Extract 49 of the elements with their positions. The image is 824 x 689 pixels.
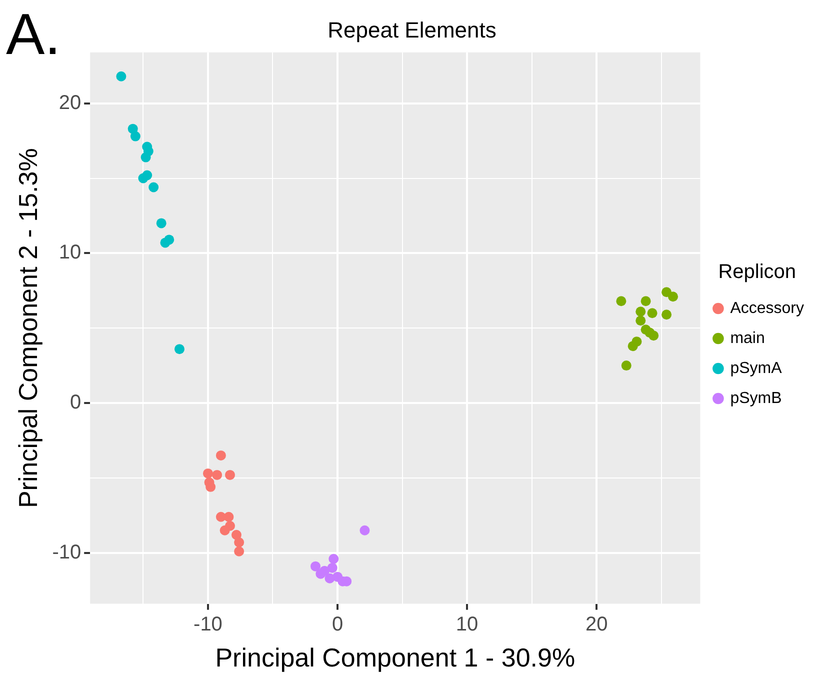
point bbox=[628, 341, 638, 352]
x-tick-label: -10 bbox=[194, 613, 222, 636]
y-axis-title: Principal Component 2 - 15.3% bbox=[12, 148, 43, 508]
point bbox=[130, 131, 140, 142]
legend-label: Accessory bbox=[730, 300, 804, 317]
y-tick-label: 0 bbox=[70, 392, 82, 414]
legend-label: main bbox=[730, 330, 765, 347]
x-tick-label: 10 bbox=[456, 613, 478, 636]
point bbox=[316, 568, 326, 579]
point bbox=[640, 296, 651, 306]
point bbox=[636, 316, 646, 326]
chart-title: Repeat Elements bbox=[328, 17, 496, 42]
point bbox=[148, 182, 159, 192]
point bbox=[216, 450, 226, 460]
y-tick-label: 10 bbox=[58, 242, 82, 264]
point bbox=[668, 292, 678, 302]
x-tick-label: 20 bbox=[585, 613, 608, 636]
x-tick-label: 0 bbox=[332, 613, 344, 636]
legend-label: pSymB bbox=[730, 390, 782, 407]
point bbox=[140, 152, 151, 162]
point bbox=[174, 344, 184, 354]
legend-title: Replicon bbox=[718, 261, 796, 284]
point bbox=[234, 546, 244, 556]
point bbox=[220, 525, 230, 536]
point bbox=[360, 525, 370, 536]
point bbox=[156, 218, 166, 228]
point bbox=[202, 468, 213, 478]
point bbox=[310, 561, 320, 572]
point bbox=[648, 330, 659, 341]
point bbox=[212, 470, 222, 480]
point bbox=[206, 482, 216, 492]
point bbox=[616, 296, 626, 306]
point bbox=[234, 537, 244, 548]
point bbox=[636, 306, 646, 317]
point bbox=[138, 173, 148, 184]
point bbox=[160, 238, 170, 248]
point bbox=[225, 470, 235, 480]
x-axis-title: Principal Component 1 - 30.9% bbox=[215, 642, 576, 673]
y-tick-label: -10 bbox=[52, 541, 82, 564]
point bbox=[662, 310, 672, 320]
point bbox=[116, 71, 126, 82]
y-tick-label: 20 bbox=[58, 92, 82, 114]
legend-label: pSymA bbox=[730, 360, 782, 377]
point bbox=[647, 308, 658, 318]
text: A. bbox=[6, 2, 61, 69]
point bbox=[621, 360, 632, 371]
point bbox=[327, 562, 338, 573]
point bbox=[328, 554, 339, 564]
point bbox=[224, 512, 234, 522]
